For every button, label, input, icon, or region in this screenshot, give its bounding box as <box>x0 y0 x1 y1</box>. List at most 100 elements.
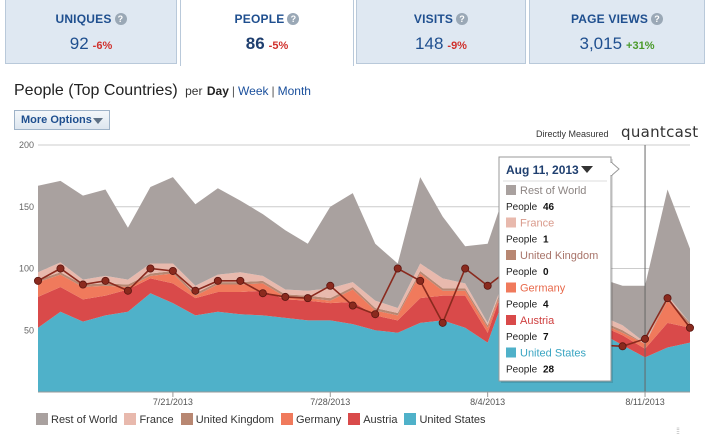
data-point <box>146 264 155 273</box>
chevron-down-icon <box>93 118 103 124</box>
change-badge: -9% <box>447 40 467 52</box>
chart-points <box>34 264 695 351</box>
y-tick-label: 150 <box>19 202 34 212</box>
legend-label: United Kingdom <box>195 414 274 426</box>
granularity-month-link[interactable]: Month <box>277 84 311 98</box>
metric-tabs: UNIQUES? 92 -6% PEOPLE? 86 -5% VISITS? 148… <box>0 0 710 66</box>
legend-swatch <box>36 413 48 425</box>
per-label: per <box>185 84 203 98</box>
data-point <box>663 294 672 303</box>
tab-uniques-value: 92 -6% <box>69 34 113 53</box>
tooltip-swatch <box>506 217 516 228</box>
tooltip-people-value: 28 <box>543 365 555 376</box>
tooltip-swatch <box>506 250 516 260</box>
tooltip-people-label: People <box>506 235 538 246</box>
data-point <box>483 281 492 290</box>
data-point <box>371 310 380 319</box>
data-point <box>416 276 425 285</box>
chevron-down-icon <box>581 166 593 173</box>
tooltip-swatch <box>506 347 516 358</box>
tooltip-people-value: 46 <box>543 202 555 213</box>
tooltip-country: United States <box>520 348 587 360</box>
data-point <box>123 286 132 295</box>
legend-label: United States <box>419 414 486 426</box>
tab-people-value: 86 -5% <box>245 34 289 53</box>
legend-item[interactable]: France <box>124 413 174 426</box>
tab-visits[interactable]: VISITS? 148 -9% <box>356 0 526 64</box>
data-point <box>258 289 267 298</box>
x-tick-label: 7/28/2013 <box>310 397 350 407</box>
tooltip-country: Germany <box>520 283 566 295</box>
directly-measured-label: Directly Measured <box>536 129 609 139</box>
legend-label: Austria <box>363 414 398 426</box>
data-point <box>686 323 695 332</box>
tooltip-people-label: People <box>506 332 538 343</box>
tooltip-swatch <box>506 282 516 293</box>
help-icon[interactable]: ? <box>287 13 300 25</box>
change-badge: -5% <box>268 40 289 52</box>
data-point <box>303 294 312 303</box>
tooltip-date: Aug 11, 2013 <box>506 163 579 177</box>
chart-heading: People (Top Countries) per Day | Week | Mont… <box>14 82 311 100</box>
tab-page-views-label: PAGE VIEWS? <box>530 12 704 26</box>
help-icon[interactable]: ? <box>114 13 127 25</box>
tab-visits-label: VISITS? <box>357 12 525 26</box>
tab-uniques-label: UNIQUES? <box>6 12 176 26</box>
legend-swatch <box>180 413 193 425</box>
separator: | <box>231 84 236 98</box>
help-icon[interactable]: ? <box>456 13 469 25</box>
tab-page-views[interactable]: PAGE VIEWS? 3,015 +31% <box>529 0 705 64</box>
tooltip-people-label: People <box>506 267 538 278</box>
data-point <box>236 276 245 285</box>
change-badge: -6% <box>92 40 113 52</box>
data-point <box>618 342 627 351</box>
data-point <box>348 301 357 310</box>
legend-swatch <box>280 413 293 425</box>
y-tick-label: 100 <box>19 264 34 274</box>
data-point <box>78 280 87 289</box>
tooltip-country: France <box>520 218 554 230</box>
legend-item[interactable]: Rest of World <box>36 413 117 426</box>
tab-visits-value: 148 -9% <box>415 34 467 53</box>
tooltip-people-label: People <box>506 300 538 311</box>
legend-item[interactable]: United Kingdom <box>180 413 274 426</box>
y-tick-label: 200 <box>19 140 34 150</box>
tooltip-country: United Kingdom <box>520 250 598 262</box>
x-tick-label: 8/4/2013 <box>470 397 505 407</box>
legend-label: Rest of World <box>51 414 118 426</box>
tooltip-swatch <box>506 315 516 325</box>
x-tick-label: 8/11/2013 <box>625 397 664 407</box>
legend-swatch <box>124 413 137 425</box>
legend-label: Germany <box>295 414 342 426</box>
help-icon[interactable]: ? <box>651 13 664 25</box>
more-options-button[interactable]: More Options <box>14 110 110 130</box>
tab-uniques[interactable]: UNIQUES? 92 -6% <box>5 0 177 64</box>
more-options-label: More Options <box>21 114 92 126</box>
legend-item[interactable]: Austria <box>348 413 397 426</box>
data-point <box>461 264 470 273</box>
legend-label: France <box>139 414 174 426</box>
data-point <box>213 276 222 285</box>
data-point <box>438 318 447 327</box>
tooltip-pointer-mask <box>610 163 612 175</box>
data-point <box>191 286 200 295</box>
data-point <box>641 334 650 343</box>
tooltip-people-label: People <box>506 202 538 213</box>
chart-legend: Rest of World France United Kingdom Germany… <box>36 413 493 426</box>
granularity-week-link[interactable]: Week <box>238 84 269 98</box>
people-area-chart[interactable]: 50 100 150 200 7/21/2013 7/28/2013 8/4/2013 8/… <box>0 136 710 408</box>
legend-item[interactable]: United States <box>404 413 486 426</box>
tooltip-box <box>498 156 612 382</box>
tab-people-label: PEOPLE? <box>181 12 353 26</box>
tab-people[interactable]: PEOPLE? 86 -5% <box>180 0 354 66</box>
chart-tooltip: Aug 11, 2013 Rest of World People 46 France… <box>498 156 620 383</box>
data-point <box>168 266 177 275</box>
legend-item[interactable]: Germany <box>280 413 342 426</box>
granularity-day[interactable]: Day <box>206 84 229 98</box>
resize-grip-icon[interactable]: ⁞⁞ <box>676 426 680 436</box>
tooltip-swatch <box>506 185 516 195</box>
tooltip-country: Austria <box>520 315 555 327</box>
quantcast-logo: quantcast <box>621 123 699 141</box>
tooltip-people-value: 4 <box>543 300 549 311</box>
tooltip-country: Rest of World <box>520 185 586 197</box>
